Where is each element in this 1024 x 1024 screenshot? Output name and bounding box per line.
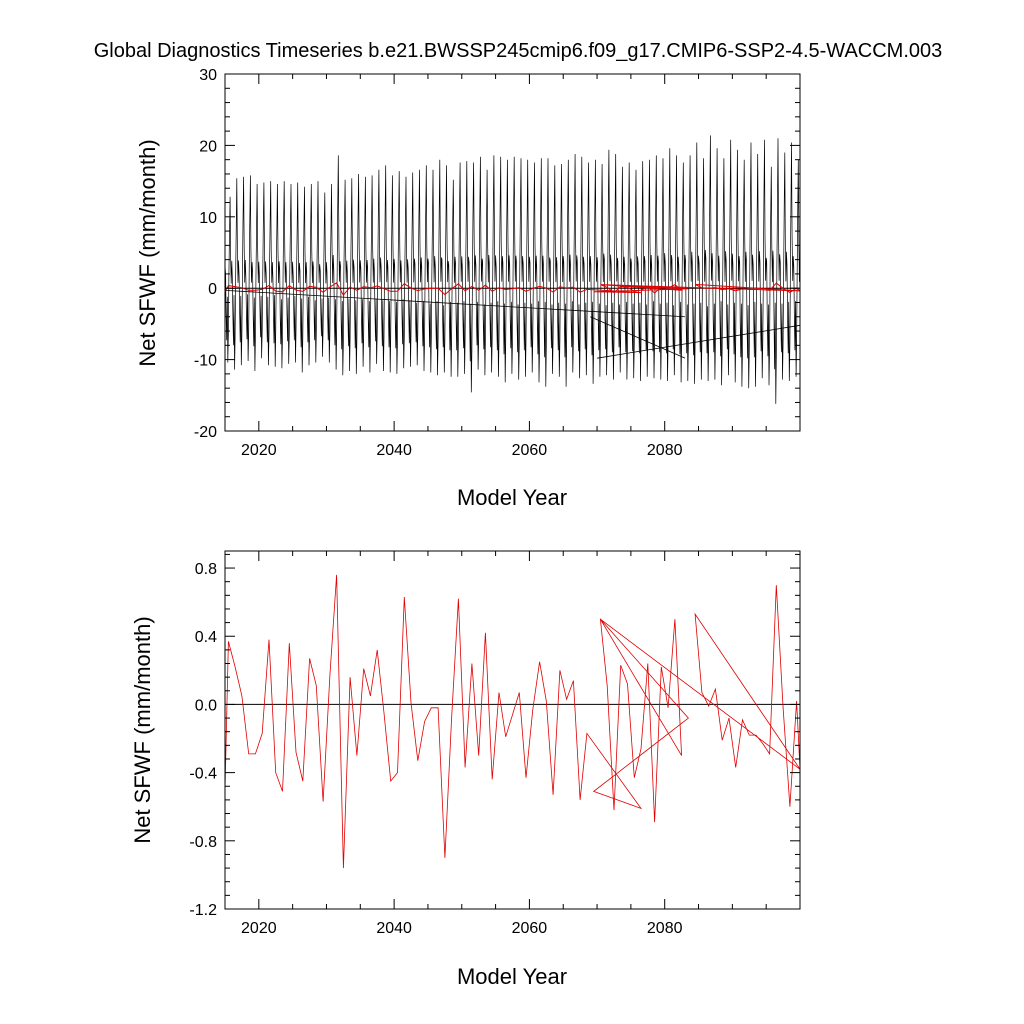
annual-mean-series-line xyxy=(225,574,800,869)
y-tick-label: 20 xyxy=(199,138,217,155)
top-panel: 2020 2040 2060 2080 -20 -10 0 10 20 30 Model Year… xyxy=(135,67,801,510)
y-tick-label: 10 xyxy=(199,210,217,227)
y-tick-label: 0 xyxy=(208,281,217,298)
top-ticks: 2020 2040 2060 2080 -20 -10 0 10 20 30 xyxy=(194,67,801,459)
x-tick-label: 2060 xyxy=(512,920,548,937)
top-xlabel: Model Year xyxy=(457,485,567,510)
x-tick-label: 2080 xyxy=(647,442,683,459)
x-tick-label: 2080 xyxy=(647,920,683,937)
y-tick-label: 0.8 xyxy=(195,561,217,578)
top-series-group xyxy=(225,135,800,404)
y-tick-label: -0.8 xyxy=(189,834,217,851)
x-tick-label: 2040 xyxy=(376,442,412,459)
y-tick-label: -0.4 xyxy=(189,766,217,783)
bottom-ylabel: Net SFWF (mm/month) xyxy=(130,616,155,843)
bottom-panel: 2020 2040 2060 2080 -1.2 -0.8 -0.4 0.0 0.4 0.8 Mo… xyxy=(130,550,801,989)
bottom-plot-frame xyxy=(224,550,801,910)
top-plot-frame xyxy=(224,73,801,432)
monthly-restart-segment xyxy=(225,289,686,318)
y-tick-label: -10 xyxy=(194,353,217,370)
y-tick-label: 30 xyxy=(199,67,217,84)
x-tick-label: 2060 xyxy=(512,442,548,459)
monthly-series-line xyxy=(225,135,800,404)
top-ylabel: Net SFWF (mm/month) xyxy=(135,139,160,366)
annual-mean-overlay-line xyxy=(225,282,800,296)
x-tick-label: 2040 xyxy=(376,920,412,937)
chart-title: Global Diagnostics Timeseries b.e21.BWSS… xyxy=(94,40,943,62)
bottom-ticks: 2020 2040 2060 2080 -1.2 -0.8 -0.4 0.0 0.4 0.8 xyxy=(189,551,801,937)
y-tick-label: 0.0 xyxy=(195,697,217,714)
x-tick-label: 2020 xyxy=(241,442,277,459)
bottom-series-group xyxy=(225,574,800,869)
monthly-restart-segment xyxy=(590,316,686,359)
y-tick-label: -1.2 xyxy=(189,902,217,919)
bottom-xlabel: Model Year xyxy=(457,964,567,989)
monthly-restart-segment xyxy=(596,324,800,359)
x-tick-label: 2020 xyxy=(241,920,277,937)
y-tick-label: 0.4 xyxy=(195,629,217,646)
y-tick-label: -20 xyxy=(194,424,217,441)
